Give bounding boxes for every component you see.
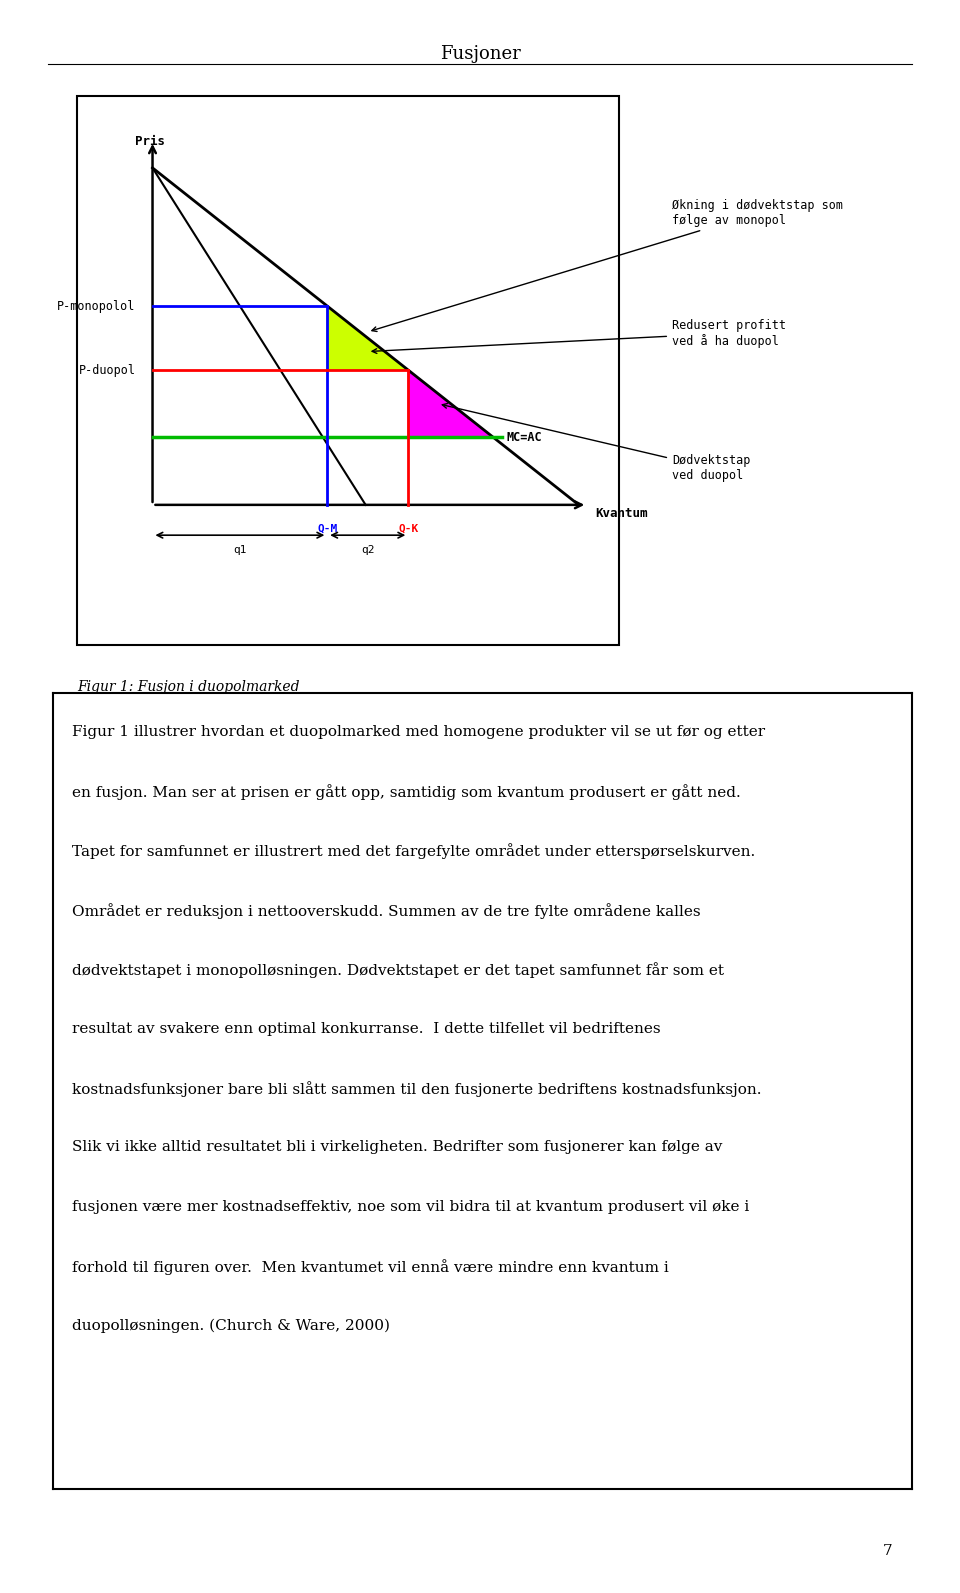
Text: Figur 1: Fusjon i duopolmarked: Figur 1: Fusjon i duopolmarked	[77, 680, 300, 695]
Text: Kvantum: Kvantum	[596, 507, 648, 519]
Text: P-monopolol: P-monopolol	[57, 299, 135, 312]
Polygon shape	[327, 306, 408, 370]
Text: q1: q1	[233, 545, 247, 556]
Text: Redusert profitt
ved å ha duopol: Redusert profitt ved å ha duopol	[372, 319, 786, 354]
Text: Figur 1 illustrer hvordan et duopolmarked med homogene produkter vil se ut før o: Figur 1 illustrer hvordan et duopolmarke…	[72, 725, 765, 739]
Text: duopolløsningen. (Church & Ware, 2000): duopolløsningen. (Church & Ware, 2000)	[72, 1319, 390, 1333]
Text: en fusjon. Man ser at prisen er gått opp, samtidig som kvantum produsert er gått: en fusjon. Man ser at prisen er gått opp…	[72, 784, 740, 800]
Text: Dødvektstap
ved duopol: Dødvektstap ved duopol	[443, 403, 751, 483]
Text: resultat av svakere enn optimal konkurranse.  I dette tilfellet vil bedriftenes: resultat av svakere enn optimal konkurra…	[72, 1021, 660, 1035]
Text: 7: 7	[883, 1544, 893, 1558]
Text: MC=AC: MC=AC	[506, 432, 541, 444]
Text: Området er reduksjon i nettooverskudd. Summen av de tre fylte områdene kalles: Området er reduksjon i nettooverskudd. S…	[72, 903, 701, 919]
Text: Pris: Pris	[135, 135, 165, 148]
Text: fusjonen være mer kostnadseffektiv, noe som vil bidra til at kvantum produsert v: fusjonen være mer kostnadseffektiv, noe …	[72, 1200, 749, 1214]
Polygon shape	[408, 370, 493, 438]
Text: kostnadsfunksjoner bare bli slått sammen til den fusjonerte bedriftens kostnadsf: kostnadsfunksjoner bare bli slått sammen…	[72, 1082, 761, 1098]
Text: q2: q2	[361, 545, 374, 556]
Text: Fusjoner: Fusjoner	[440, 45, 520, 62]
Text: Q-K: Q-K	[398, 524, 419, 534]
Text: dødvektstapet i monopolløsningen. Dødvektstapet er det tapet samfunnet får som e: dødvektstapet i monopolløsningen. Dødvek…	[72, 962, 724, 978]
Text: Tapet for samfunnet er illustrert med det fargefylte området under etterspørsels: Tapet for samfunnet er illustrert med de…	[72, 844, 755, 860]
Text: forhold til figuren over.  Men kvantumet vil ennå være mindre enn kvantum i: forhold til figuren over. Men kvantumet …	[72, 1258, 668, 1274]
Text: P-duopol: P-duopol	[79, 363, 135, 376]
Text: Økning i dødvektstap som
følge av monopol: Økning i dødvektstap som følge av monopo…	[372, 199, 843, 331]
Text: Q-M: Q-M	[317, 524, 337, 534]
Text: Slik vi ikke alltid resultatet bli i virkeligheten. Bedrifter som fusjonerer kan: Slik vi ikke alltid resultatet bli i vir…	[72, 1141, 722, 1155]
